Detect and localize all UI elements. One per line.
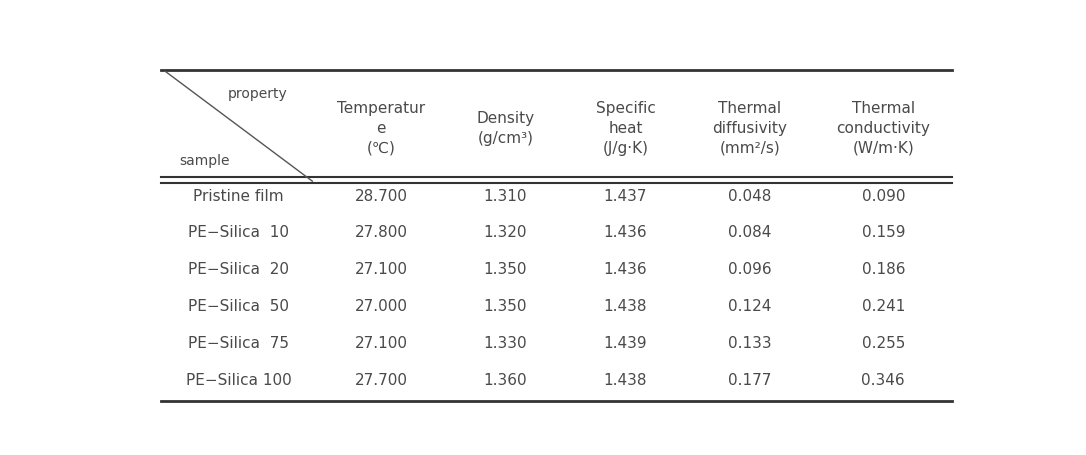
Text: 0.048: 0.048 [729,188,772,203]
Text: 1.330: 1.330 [483,335,528,350]
Text: PE−Silica  20: PE−Silica 20 [188,262,289,277]
Text: 1.360: 1.360 [483,372,528,387]
Text: 0.255: 0.255 [861,335,905,350]
Text: 27.000: 27.000 [354,298,407,313]
Text: 27.100: 27.100 [354,335,407,350]
Text: PE−Silica 100: PE−Silica 100 [186,372,292,387]
Text: 0.133: 0.133 [728,335,772,350]
Text: Temperatur
e
(℃): Temperatur e (℃) [337,101,425,156]
Text: 1.320: 1.320 [483,225,527,240]
Text: PE−Silica  75: PE−Silica 75 [188,335,289,350]
Text: 0.159: 0.159 [861,225,905,240]
Text: PE−Silica  10: PE−Silica 10 [188,225,289,240]
Text: 27.100: 27.100 [354,262,407,277]
Text: 1.438: 1.438 [604,372,647,387]
Text: 1.436: 1.436 [604,262,647,277]
Text: 0.124: 0.124 [729,298,772,313]
Text: 1.350: 1.350 [483,298,527,313]
Text: 1.437: 1.437 [604,188,647,203]
Text: Thermal
diffusivity
(mm²/s): Thermal diffusivity (mm²/s) [712,101,787,156]
Text: 1.350: 1.350 [483,262,527,277]
Text: 1.438: 1.438 [604,298,647,313]
Text: Pristine film: Pristine film [193,188,285,203]
Text: sample: sample [179,153,230,167]
Text: Density
(g/cm³): Density (g/cm³) [477,111,534,146]
Text: property: property [228,86,288,101]
Text: 27.800: 27.800 [354,225,407,240]
Text: 28.700: 28.700 [354,188,407,203]
Text: Specific
heat
(J/g·K): Specific heat (J/g·K) [595,101,656,156]
Text: Thermal
conductivity
(W/m·K): Thermal conductivity (W/m·K) [836,101,931,156]
Text: 0.096: 0.096 [728,262,772,277]
Text: 0.090: 0.090 [861,188,905,203]
Text: 0.186: 0.186 [861,262,905,277]
Text: 1.439: 1.439 [604,335,647,350]
Text: 0.084: 0.084 [729,225,772,240]
Text: 0.177: 0.177 [729,372,772,387]
Text: 1.310: 1.310 [483,188,527,203]
Text: 0.346: 0.346 [861,372,905,387]
Text: 0.241: 0.241 [861,298,905,313]
Text: 27.700: 27.700 [354,372,407,387]
Text: 1.436: 1.436 [604,225,647,240]
Text: PE−Silica  50: PE−Silica 50 [188,298,289,313]
